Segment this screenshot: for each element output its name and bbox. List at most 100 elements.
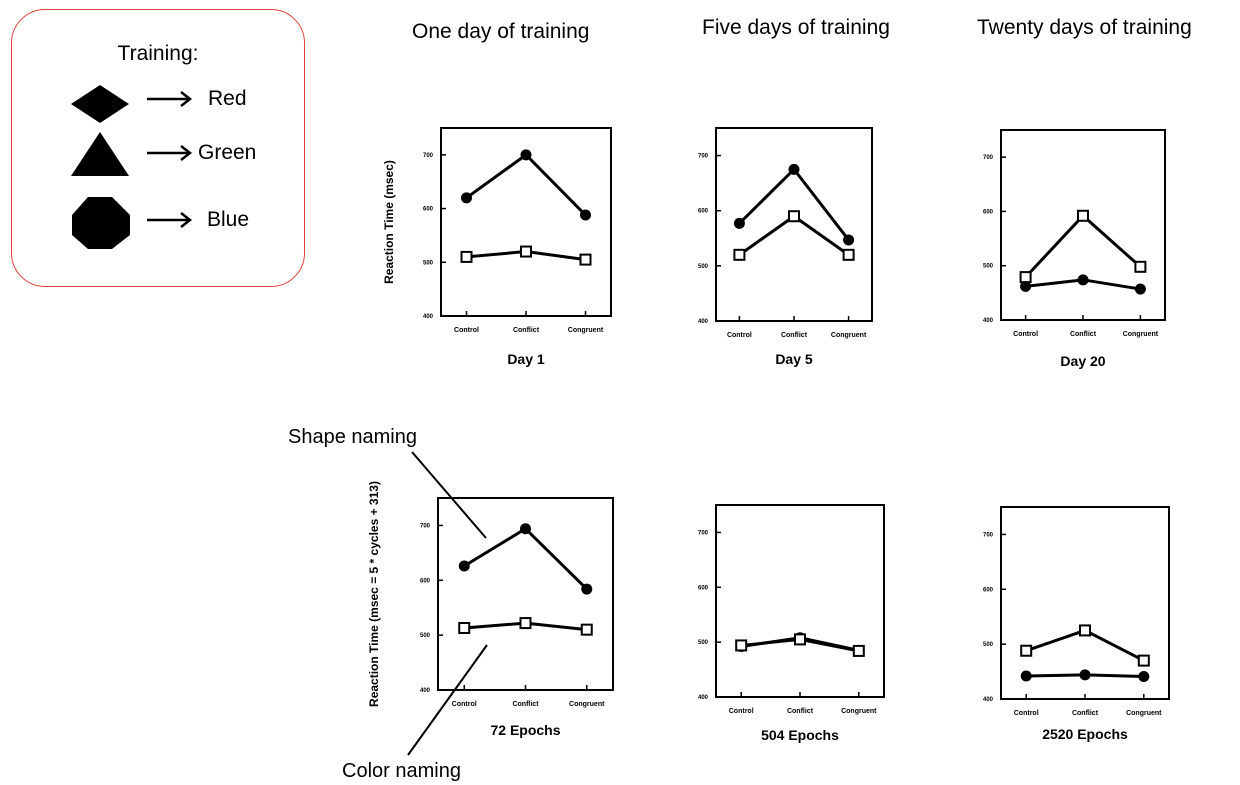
- series-filled-circle: [1020, 274, 1146, 295]
- data-point: [458, 622, 471, 635]
- triangle-icon: [71, 132, 129, 176]
- chart-panel-human-day-5: 400 500 600 700 Control Conflict Congruent Day …: [698, 127, 873, 367]
- y-tick-label: 600: [423, 207, 434, 213]
- y-tick-label: 500: [423, 260, 434, 266]
- data-point: [1020, 644, 1033, 657]
- data-point: [520, 523, 531, 535]
- series-filled-circle: [1020, 669, 1150, 683]
- series-filled-circle: [461, 149, 591, 221]
- y-tick-label: 500: [983, 642, 994, 648]
- x-tick-label: Control: [727, 332, 752, 339]
- x-axis-label: Day 1: [507, 351, 545, 367]
- x-axis-label: Day 5: [775, 351, 813, 367]
- x-tick-label: Congruent: [568, 327, 604, 334]
- legend-label-red: Red: [208, 87, 247, 110]
- data-point: [1079, 669, 1091, 681]
- data-point: [1019, 271, 1032, 284]
- chart-panel-model-2520: 400 500 600 700 Control Conflict Congruent 2520…: [983, 506, 1170, 742]
- x-tick-label: Conflict: [513, 327, 540, 334]
- x-axis-label: Day 20: [1060, 353, 1105, 369]
- y-tick-label: 600: [698, 585, 709, 591]
- x-tick-label: Conflict: [512, 701, 539, 708]
- data-point: [458, 560, 470, 572]
- y-tick-label: 700: [698, 530, 709, 536]
- y-tick-label: 500: [420, 633, 431, 639]
- data-point: [1077, 209, 1089, 222]
- chart-panel-human-day-20: 400 500 600 700 Control Conflict Congruent Day …: [983, 129, 1166, 369]
- arrow-red: [147, 91, 193, 107]
- series-open-square: [733, 210, 855, 261]
- data-point: [580, 623, 593, 636]
- x-tick-label: Control: [729, 708, 754, 715]
- y-tick-label: 400: [420, 688, 431, 694]
- x-tick-label: Conflict: [781, 332, 808, 339]
- series-open-square: [1020, 624, 1150, 667]
- data-point: [1079, 624, 1091, 637]
- legend-label-blue: Blue: [207, 208, 250, 231]
- data-point: [460, 250, 473, 263]
- x-tick-label: Congruent: [569, 701, 605, 708]
- data-point: [1134, 283, 1146, 295]
- data-point: [519, 617, 532, 630]
- column-title-1: One day of training: [412, 20, 590, 43]
- x-tick-label: Congruent: [1126, 710, 1162, 717]
- legend-label-green: Green: [198, 141, 257, 164]
- y-tick-label: 700: [420, 523, 431, 529]
- data-point: [843, 234, 855, 246]
- series-line: [465, 152, 587, 217]
- data-point: [580, 209, 591, 221]
- y-tick-label: 600: [420, 578, 431, 584]
- y-tick-label: 400: [423, 314, 434, 320]
- y-tick-label: 400: [698, 319, 709, 325]
- data-point: [581, 583, 593, 595]
- data-point: [735, 639, 748, 652]
- x-tick-label: Congruent: [1123, 331, 1159, 338]
- series-line: [738, 167, 850, 241]
- legend-title: Training:: [117, 42, 199, 65]
- y-tick-label: 400: [983, 697, 994, 703]
- x-tick-label: Control: [1013, 331, 1038, 338]
- data-point: [852, 644, 865, 657]
- data-point: [733, 217, 745, 229]
- y-tick-label: 400: [698, 695, 709, 701]
- color-naming-annotation: Color naming: [342, 760, 461, 782]
- y-axis-label: Reaction Time (msec = 5 * cycles + 313): [367, 481, 381, 707]
- chart-panel-model-72: 400 500 600 700 Control Conflict Congruent 72 E…: [367, 481, 614, 738]
- series-open-square: [460, 245, 592, 266]
- x-tick-label: Control: [452, 701, 477, 708]
- data-point: [733, 248, 746, 261]
- annotation-pointers: [407, 451, 488, 756]
- y-tick-label: 600: [698, 209, 709, 215]
- octagon-icon: [72, 197, 130, 249]
- arrow-blue: [147, 212, 193, 228]
- data-point: [1138, 671, 1150, 683]
- data-point: [1077, 274, 1089, 286]
- series-open-square: [1019, 209, 1147, 284]
- x-tick-label: Control: [454, 327, 479, 334]
- legend-box: Training: Red Green Blue: [11, 9, 305, 287]
- x-tick-label: Control: [1014, 710, 1039, 717]
- x-tick-label: Congruent: [831, 332, 867, 339]
- y-tick-label: 600: [983, 209, 994, 215]
- chart-panel-human-day-1: 400 500 600 700 Control Conflict Congruent Day …: [382, 127, 612, 367]
- diamond-icon: [71, 85, 129, 123]
- data-point: [1020, 670, 1032, 682]
- data-point: [794, 633, 806, 646]
- data-point: [1020, 280, 1032, 292]
- data-point: [788, 210, 800, 223]
- series-open-square: [735, 633, 865, 657]
- x-tick-label: Conflict: [1072, 710, 1099, 717]
- data-point: [461, 192, 472, 204]
- x-axis-label: 2520 Epochs: [1042, 726, 1128, 742]
- y-tick-label: 500: [698, 264, 709, 270]
- y-tick-label: 700: [983, 155, 994, 161]
- chart-panel-model-504: 400 500 600 700 Control Conflict Congruent 504 …: [698, 504, 885, 743]
- column-title-2: Five days of training: [702, 16, 890, 39]
- y-tick-label: 600: [983, 587, 994, 593]
- column-title-3: Twenty days of training: [977, 16, 1192, 39]
- y-tick-label: 500: [698, 640, 709, 646]
- y-tick-label: 500: [983, 264, 994, 270]
- y-tick-label: 700: [423, 153, 434, 159]
- data-point: [1137, 654, 1150, 667]
